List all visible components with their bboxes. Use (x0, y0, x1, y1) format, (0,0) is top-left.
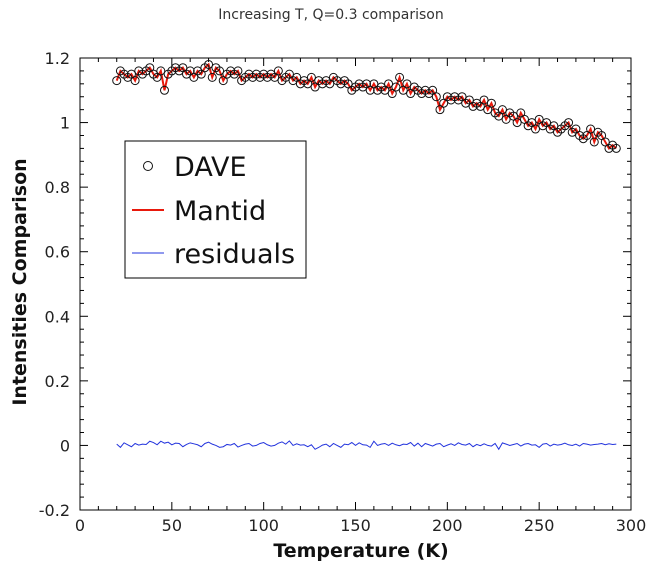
axis-ticks (79, 57, 632, 511)
dave-point (486, 98, 496, 108)
y-tick-label: 1.2 (45, 49, 70, 68)
x-tick-label: 250 (524, 516, 555, 535)
dave-point (215, 66, 225, 76)
legend: DAVE Mantid residuals (124, 140, 307, 279)
dave-point (391, 82, 401, 92)
dave-point (431, 92, 441, 102)
x-tick-label: 300 (616, 516, 647, 535)
y-tick-label: 0.8 (45, 178, 70, 197)
dave-point (156, 66, 166, 76)
dave-point (306, 72, 316, 82)
dave-point (586, 124, 596, 134)
dave-point (207, 72, 217, 82)
dave-point (402, 79, 412, 89)
chart-title: Increasing T, Q=0.3 comparison (218, 7, 443, 23)
dave-point (273, 66, 283, 76)
y-tick-label: 0.2 (45, 372, 70, 391)
dave-point (395, 72, 405, 82)
dave-point (112, 76, 122, 86)
series-dave (112, 59, 621, 153)
x-tick-label: 100 (248, 516, 279, 535)
legend-marker-dave (143, 161, 153, 171)
dave-point (159, 85, 169, 95)
y-tick-label: 0.4 (45, 307, 70, 326)
x-axis-label: Temperature (K) (273, 540, 448, 562)
legend-label-residuals: residuals (174, 239, 295, 270)
dave-point (512, 118, 522, 128)
dave-point (204, 59, 214, 69)
tick-labels: 0 50 100 150 200 250 300 -0.2 0 0.2 0.4 0.6 0.8 1 1.2 (39, 49, 646, 535)
x-tick-label: 0 (75, 516, 85, 535)
y-tick-label: -0.2 (39, 501, 70, 520)
dave-point (611, 143, 621, 153)
x-tick-label: 150 (340, 516, 371, 535)
y-tick-label: 0.6 (45, 243, 70, 262)
dave-point (233, 66, 243, 76)
dave-point (497, 105, 507, 115)
legend-label-mantid: Mantid (174, 196, 266, 227)
dave-point (530, 124, 540, 134)
series-mantid (115, 62, 617, 150)
legend-label-dave: DAVE (174, 152, 247, 183)
y-axis-label: Intensities Comparison (9, 158, 31, 405)
dave-point (384, 79, 394, 89)
y-tick-label: 0 (60, 436, 70, 455)
dave-point (130, 76, 140, 86)
residuals-line (116, 440, 617, 451)
series-residuals (116, 440, 617, 451)
x-tick-label: 50 (162, 516, 182, 535)
y-tick-label: 1 (60, 114, 70, 133)
dave-point (589, 137, 599, 147)
mantid-line (115, 62, 617, 150)
dave-point (479, 95, 489, 105)
dave-point (564, 118, 574, 128)
x-tick-label: 200 (432, 516, 463, 535)
